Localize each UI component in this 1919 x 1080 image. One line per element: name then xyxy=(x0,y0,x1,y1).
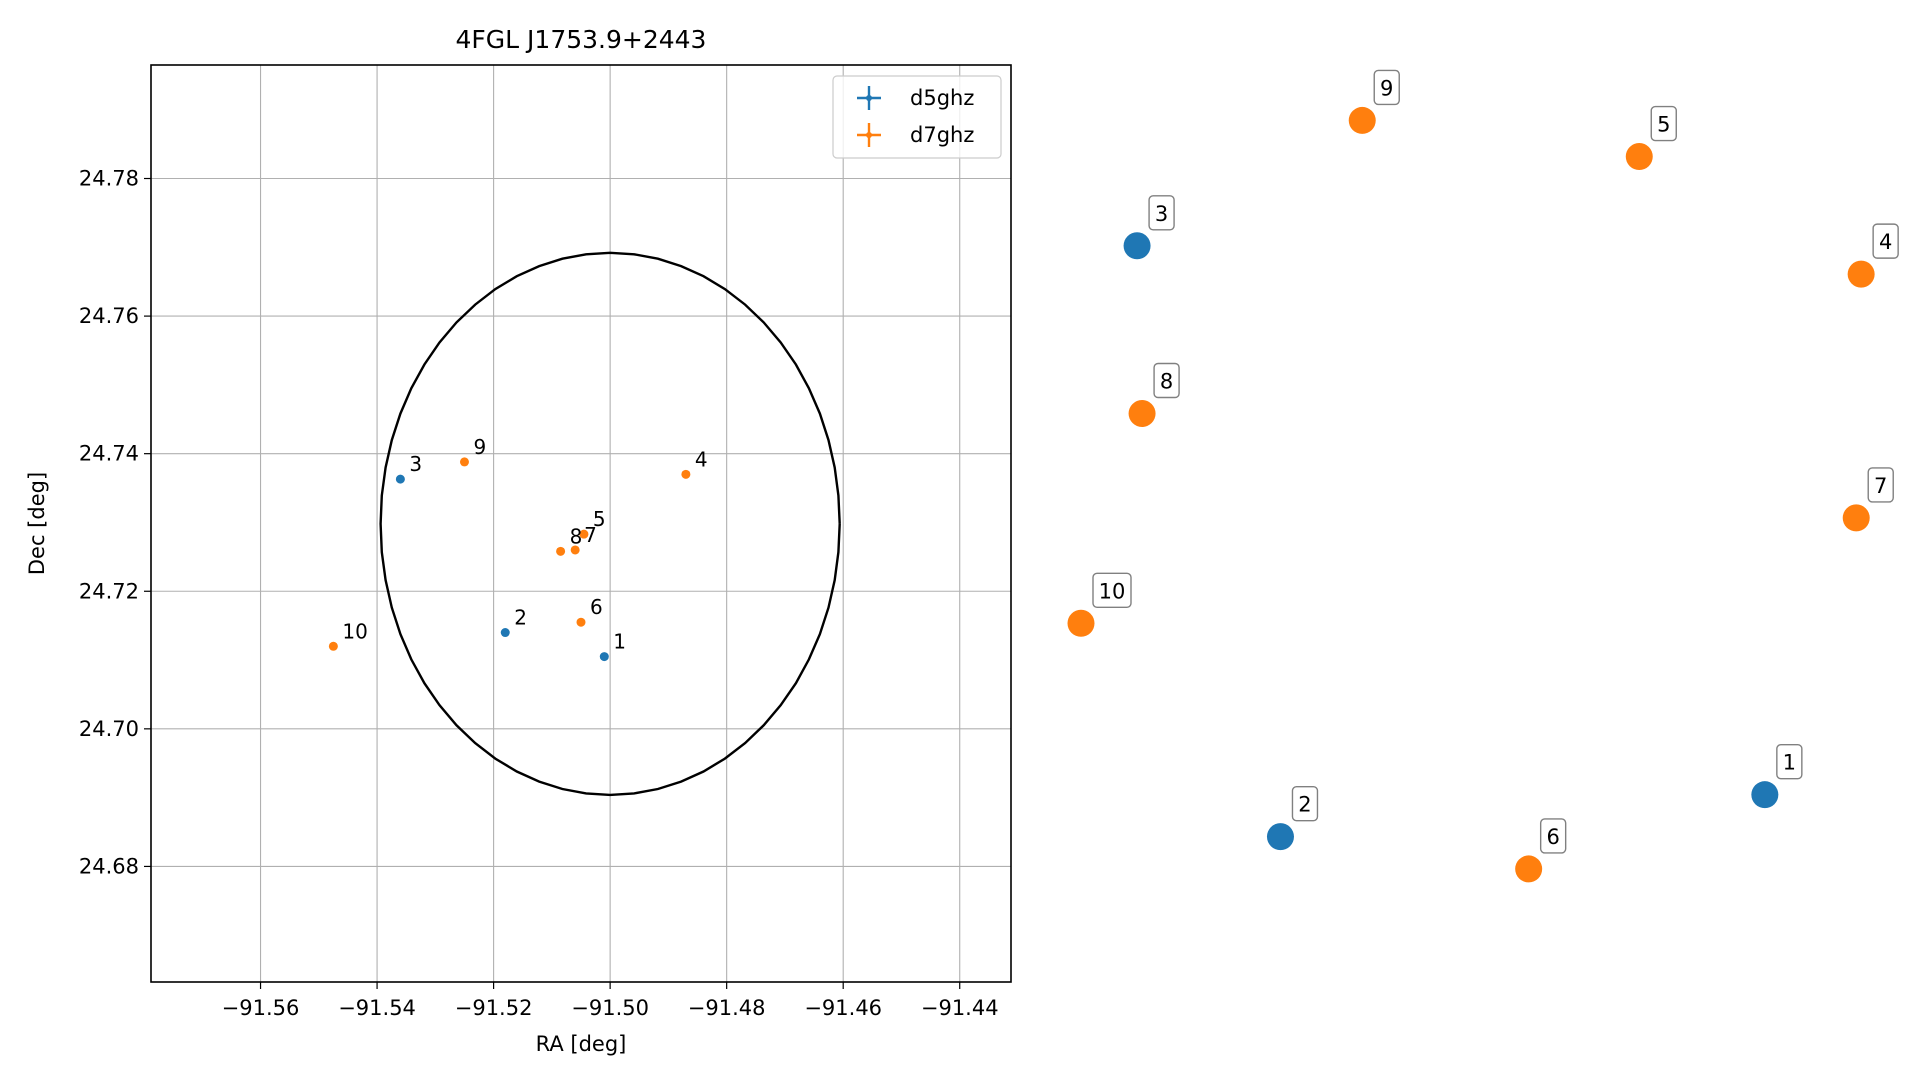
axis-ticks: −91.56 −91.54 −91.52 −91.50 −91.48 −91.46 −91.… xyxy=(79,167,999,1020)
data-point xyxy=(328,641,338,651)
source-label: 4 xyxy=(1879,230,1892,254)
source-label: 10 xyxy=(1099,579,1126,603)
y-tick-label: 24.72 xyxy=(79,579,139,603)
x-tick-label: −91.56 xyxy=(222,996,300,1020)
y-tick-label: 24.68 xyxy=(79,854,139,878)
x-tick-label: −91.48 xyxy=(688,996,766,1020)
source-label-box xyxy=(1867,467,1894,503)
legend: d5ghz d7ghz xyxy=(832,75,1002,159)
legend-label: d5ghz xyxy=(910,86,974,110)
source-points: 1 2 3 4 5 6 78 9 10 xyxy=(328,435,708,662)
source-marker xyxy=(1128,399,1156,427)
source-label-box xyxy=(1148,195,1175,231)
source-marker xyxy=(1751,781,1779,809)
source-label: 2 xyxy=(1298,793,1311,817)
source-label: 6 xyxy=(1546,825,1559,849)
source-label-box xyxy=(1153,362,1180,399)
point-label: 1 xyxy=(613,630,626,654)
source-label: 3 xyxy=(1155,202,1168,226)
y-tick-label: 24.76 xyxy=(79,304,139,328)
legend-marker-dot xyxy=(866,132,872,138)
y-tick-label: 24.74 xyxy=(79,442,139,466)
x-tick-label: −91.52 xyxy=(455,996,533,1020)
source-label-box xyxy=(1650,105,1677,142)
source-marker xyxy=(1842,504,1870,532)
source-label: 5 xyxy=(1657,113,1670,137)
source-marker xyxy=(1266,823,1294,851)
point-label: 4 xyxy=(695,447,708,471)
point-label: 3 xyxy=(409,452,422,476)
source-marker xyxy=(1348,106,1376,134)
data-point xyxy=(599,652,609,662)
y-tick-label: 24.78 xyxy=(79,167,139,191)
point-label: 7 xyxy=(584,523,597,547)
x-axis-label: RA [deg] xyxy=(536,1032,627,1056)
legend-marker-dot xyxy=(866,95,872,101)
plot-frame xyxy=(150,64,1012,983)
source-label-box xyxy=(1291,785,1319,822)
plot-title: 4FGL J1753.9+2443 xyxy=(456,25,707,54)
data-point xyxy=(576,617,586,627)
x-tick-label: −91.46 xyxy=(804,996,882,1020)
source-label-box xyxy=(1539,818,1567,854)
source-label-box xyxy=(1776,743,1803,780)
data-point xyxy=(500,628,510,638)
x-tick-label: −91.54 xyxy=(338,996,416,1020)
grid xyxy=(151,65,1011,982)
data-point xyxy=(570,545,580,555)
source-label-panel: 1 2 3 4 5 6 7 8 9 10 xyxy=(1067,69,1899,883)
point-label: 9 xyxy=(473,435,486,459)
point-label: 10 xyxy=(342,619,367,643)
legend-box xyxy=(832,75,1002,159)
source-label-box xyxy=(1373,69,1400,106)
point-label: 8 xyxy=(570,524,583,548)
data-point xyxy=(556,546,566,556)
source-marker xyxy=(1625,143,1653,171)
source-marker xyxy=(1123,232,1151,260)
y-tick-label: 24.70 xyxy=(79,717,139,741)
error-circle-layer xyxy=(379,251,841,797)
point-label: 6 xyxy=(590,595,603,619)
source-label-box xyxy=(1092,572,1132,608)
x-tick-label: −91.44 xyxy=(921,996,999,1020)
source-label-box xyxy=(1872,223,1899,259)
source-marker xyxy=(1847,260,1875,288)
source-label: 9 xyxy=(1380,76,1393,100)
x-tick-label: −91.50 xyxy=(571,996,649,1020)
data-point xyxy=(579,529,589,539)
error-circle xyxy=(379,251,841,797)
data-point xyxy=(681,469,691,479)
point-label: 2 xyxy=(514,606,527,630)
data-point xyxy=(459,457,469,467)
source-label: 1 xyxy=(1783,751,1796,775)
point-label: 5 xyxy=(593,507,606,531)
y-axis-label: Dec [deg] xyxy=(25,472,49,575)
source-marker xyxy=(1067,609,1095,637)
source-marker xyxy=(1515,855,1543,883)
source-label: 8 xyxy=(1160,369,1173,393)
legend-label: d7ghz xyxy=(910,123,974,147)
source-label: 7 xyxy=(1874,474,1887,498)
data-point xyxy=(395,474,405,484)
